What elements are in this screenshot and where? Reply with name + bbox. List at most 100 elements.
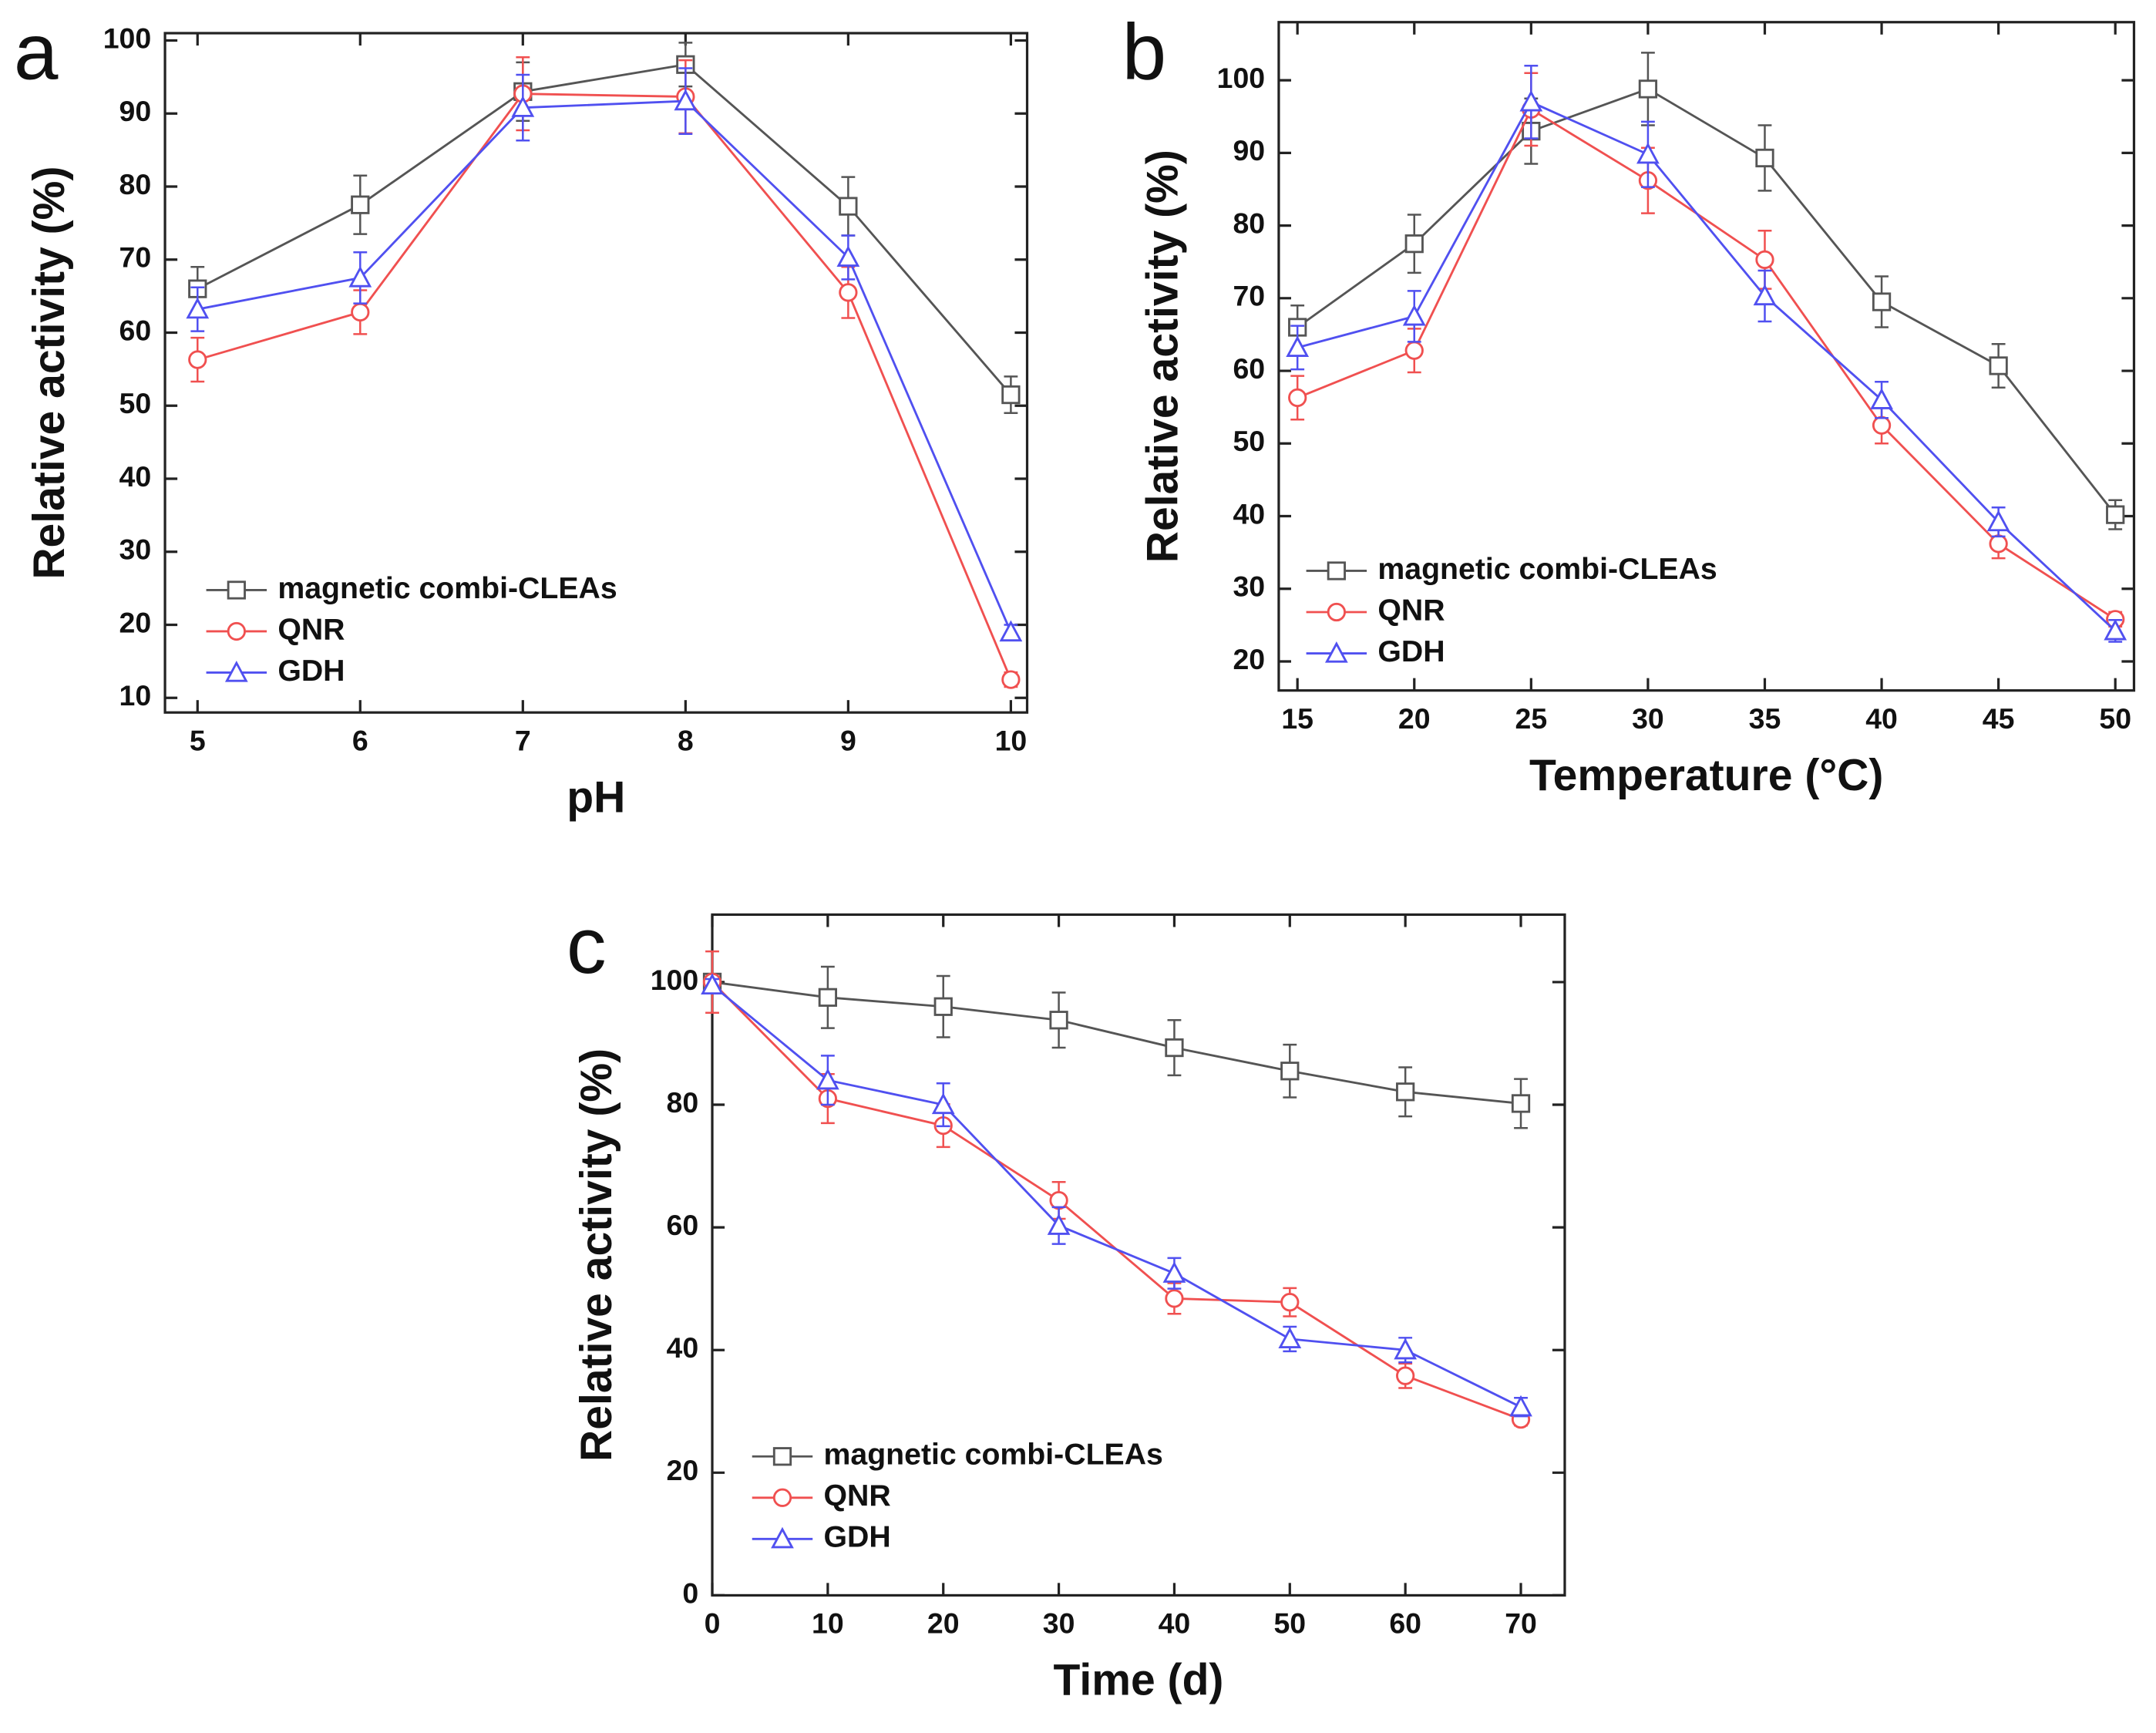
x-tick-label: 60 — [1389, 1607, 1421, 1640]
marker — [818, 988, 837, 1007]
marker — [1989, 534, 2008, 554]
panel-label: b — [1122, 6, 1167, 96]
x-tick-label: 10 — [995, 724, 1028, 756]
marker — [1755, 148, 1774, 168]
marker — [1753, 284, 1777, 306]
legend-marker — [1327, 561, 1346, 580]
marker — [1989, 356, 2008, 375]
marker — [931, 1092, 955, 1115]
marker — [1870, 388, 1893, 409]
legend-label: QNR — [823, 1479, 890, 1513]
marker — [1872, 292, 1892, 311]
marker — [2104, 618, 2127, 641]
y-tick-label: 20 — [119, 606, 152, 638]
x-tick-label: 7 — [515, 724, 531, 756]
marker — [933, 997, 953, 1016]
marker — [1394, 1338, 1418, 1360]
y-tick-label: 0 — [682, 1577, 698, 1609]
marker — [1001, 385, 1021, 405]
x-tick-label: 8 — [678, 724, 694, 756]
y-tick-label: 60 — [667, 1209, 699, 1241]
x-tick-label: 45 — [1983, 702, 2015, 735]
marker — [1638, 79, 1658, 99]
x-tick-label: 40 — [1159, 1607, 1191, 1640]
y-tick-label: 40 — [119, 460, 152, 493]
series-line — [197, 99, 1012, 633]
y-tick-label: 50 — [1233, 425, 1265, 457]
marker — [1872, 416, 1892, 435]
marker — [1278, 1327, 1302, 1349]
plot-frame — [1277, 21, 2136, 692]
legend-marker — [771, 1526, 794, 1549]
marker — [1404, 234, 1424, 254]
marker — [1519, 89, 1543, 112]
y-tick-label: 70 — [119, 241, 152, 274]
x-tick-label: 30 — [1043, 1607, 1075, 1640]
plot-frame — [163, 32, 1029, 714]
legend-label: magnetic combi-CLEAs — [823, 1438, 1162, 1472]
y-axis-title: Relative activity (%) — [25, 167, 74, 580]
x-tick-label: 10 — [812, 1607, 844, 1640]
marker — [1162, 1261, 1186, 1283]
marker — [816, 1068, 839, 1090]
y-tick-label: 10 — [119, 679, 152, 712]
marker — [1049, 1011, 1068, 1030]
x-axis-title: Temperature (°C) — [1529, 751, 1883, 800]
marker — [701, 973, 724, 995]
y-tick-label: 20 — [1233, 643, 1265, 675]
x-tick-label: 30 — [1632, 702, 1664, 735]
legend-marker — [224, 660, 248, 682]
series-line — [1297, 107, 2116, 621]
y-tick-label: 90 — [119, 95, 152, 127]
x-tick-label: 20 — [1398, 702, 1431, 735]
series-line — [711, 981, 1522, 1105]
marker — [1280, 1062, 1300, 1081]
y-axis-title: Relative activity (%) — [1139, 150, 1188, 563]
x-tick-label: 70 — [1505, 1607, 1537, 1640]
legend-label: magnetic combi-CLEAs — [1377, 552, 1717, 586]
marker — [839, 197, 858, 216]
legend-marker — [227, 621, 246, 641]
y-tick-label: 80 — [1233, 207, 1265, 239]
x-tick-label: 9 — [840, 724, 856, 756]
y-tick-label: 60 — [1233, 352, 1265, 385]
marker — [1636, 142, 1660, 164]
marker — [674, 89, 698, 111]
marker — [1165, 1038, 1184, 1058]
y-tick-label: 60 — [119, 314, 152, 346]
x-tick-label: 50 — [2099, 702, 2131, 735]
legend-label: GDH — [823, 1520, 890, 1554]
x-tick-label: 25 — [1515, 702, 1548, 735]
y-tick-label: 80 — [119, 168, 152, 200]
x-tick-label: 6 — [352, 724, 368, 756]
legend-marker — [1327, 602, 1346, 622]
panel-label: a — [14, 6, 59, 96]
series-line — [197, 93, 1012, 681]
x-tick-label: 40 — [1865, 702, 1898, 735]
marker — [1286, 335, 1310, 358]
marker — [1047, 1213, 1071, 1235]
y-tick-label: 30 — [1233, 570, 1265, 603]
y-tick-label: 40 — [1233, 497, 1265, 530]
legend-label: GDH — [1377, 634, 1445, 668]
legend-marker — [772, 1447, 792, 1466]
y-axis-title: Relative activity (%) — [572, 1048, 621, 1462]
marker — [188, 350, 207, 369]
y-tick-label: 20 — [667, 1454, 699, 1486]
legend-marker — [1324, 641, 1348, 663]
y-tick-label: 30 — [119, 533, 152, 566]
marker — [1396, 1366, 1415, 1385]
x-axis-title: pH — [567, 772, 625, 822]
marker — [1280, 1293, 1300, 1312]
y-tick-label: 100 — [103, 22, 151, 54]
marker — [2106, 505, 2125, 524]
x-tick-label: 50 — [1273, 1607, 1306, 1640]
marker — [351, 195, 370, 214]
marker — [1404, 341, 1424, 360]
marker — [1755, 250, 1774, 270]
marker — [1986, 510, 2010, 532]
y-tick-label: 80 — [667, 1086, 699, 1119]
series-line — [1297, 87, 2117, 516]
legend-label: magnetic combi-CLEAs — [277, 571, 617, 605]
